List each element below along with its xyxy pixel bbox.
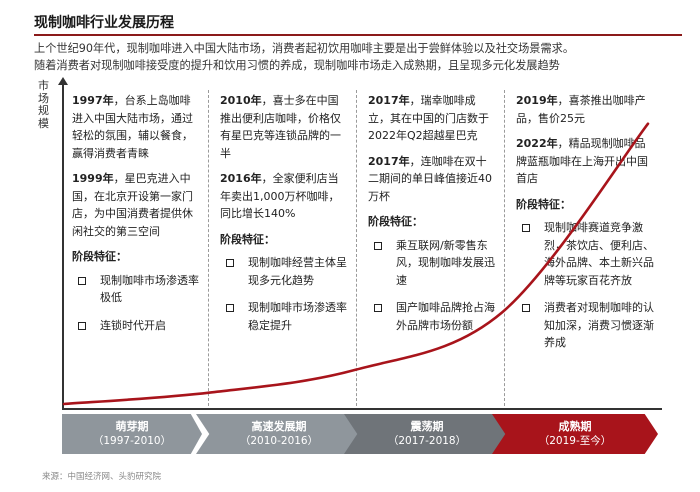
event-item: 2010年，喜士多在中国推出便利店咖啡，价格仅有星巴克等连锁品牌的一半: [220, 92, 348, 162]
event-year: 2010年: [220, 94, 262, 107]
intro-text: 上个世纪90年代，现制咖啡进入中国大陆市场，消费者起初饮用咖啡主要是出于尝鲜体验…: [34, 40, 694, 74]
phase-name: 成熟期: [558, 420, 592, 433]
y-axis-label: 市场规模: [38, 79, 49, 130]
feature-list: 乘互联网/新零售东风，现制咖啡发展迅速 国产咖啡品牌抢占海外品牌市场份额: [368, 237, 496, 335]
stage-column-4: 2019年，喜茶推出咖啡产品，售价25元 2022年，精品现制咖啡品牌蓝瓶咖啡在…: [516, 92, 656, 362]
event-item: 2019年，喜茶推出咖啡产品，售价25元: [516, 92, 656, 127]
stage-divider-3: [504, 90, 505, 406]
source-note: 来源：中国经济网、头豹研究院: [42, 472, 162, 482]
event-item: 2022年，精品现制咖啡品牌蓝瓶咖啡在上海开出中国首店: [516, 135, 656, 188]
stage-column-1: 1997年，台系上岛咖啡进入中国大陆市场，通过轻松的氛围，辅以餐食，赢得消费者青…: [72, 92, 200, 344]
phase-range: （2019-至今）: [538, 435, 612, 447]
y-axis: [58, 77, 68, 410]
feature-item: 现制咖啡市场渗透率稳定提升: [220, 299, 348, 334]
feature-title: 阶段特征：: [72, 250, 127, 263]
feature-item: 现制咖啡市场渗透率极低: [72, 272, 200, 307]
event-item: 1999年，星巴克进入中国，在北京开设第一家门店，为中国消费者提供休闲社交的第三…: [72, 170, 200, 240]
feature-item: 现制咖啡赛道竞争激烈，茶饮店、便利店、海外品牌、本土新兴品牌等玩家百花齐放: [516, 219, 656, 289]
phase-banner-4: 成熟期 （2019-至今）: [492, 414, 658, 454]
phase-range: （1997-2010）: [92, 435, 172, 447]
event-year: 1997年: [72, 94, 114, 107]
event-item: 1997年，台系上岛咖啡进入中国大陆市场，通过轻松的氛围，辅以餐食，赢得消费者青…: [72, 92, 200, 162]
phase-name: 震荡期: [410, 420, 444, 433]
event-item: 2017年，瑞幸咖啡成立，其在中国的门店数于2022年Q2超越星巴克: [368, 92, 496, 145]
event-year: 2016年: [220, 172, 262, 185]
intro-line-1: 上个世纪90年代，现制咖啡进入中国大陆市场，消费者起初饮用咖啡主要是出于尝鲜体验…: [34, 42, 575, 55]
x-axis: [62, 408, 662, 410]
feature-item: 连锁时代开启: [72, 317, 200, 335]
event-year: 2019年: [516, 94, 558, 107]
event-year: 2017年: [368, 154, 410, 168]
feature-title: 阶段特征：: [516, 197, 571, 211]
feature-list: 现制咖啡经营主体呈现多元化趋势 现制咖啡市场渗透率稳定提升: [220, 254, 348, 334]
feature-title: 阶段特征：: [368, 215, 423, 228]
event-item: 2016年，全家便利店当年卖出1,000万杯咖啡，同比增长140%: [220, 170, 348, 223]
phase-banner-3: 震荡期 （2017-2018）: [344, 414, 510, 454]
event-year: 2022年: [516, 137, 558, 150]
phase-banner-1: 萌芽期 （1997-2010）: [62, 414, 202, 454]
phase-range: （2017-2018）: [387, 435, 467, 447]
stage-column-3: 2017年，瑞幸咖啡成立，其在中国的门店数于2022年Q2超越星巴克 2017年…: [368, 92, 496, 344]
event-year: 2017年: [368, 94, 410, 107]
feature-list: 现制咖啡赛道竞争激烈，茶饮店、便利店、海外品牌、本土新兴品牌等玩家百花齐放 消费…: [516, 219, 656, 352]
stage-divider-2: [356, 90, 357, 406]
feature-item: 国产咖啡品牌抢占海外品牌市场份额: [368, 299, 496, 334]
stage-column-2: 2010年，喜士多在中国推出便利店咖啡，价格仅有星巴克等连锁品牌的一半 2016…: [220, 92, 348, 344]
title-rule: [34, 34, 682, 36]
page-title: 现制咖啡行业发展历程: [34, 15, 174, 31]
feature-title: 阶段特征：: [220, 232, 275, 246]
feature-list: 现制咖啡市场渗透率极低 连锁时代开启: [72, 272, 200, 335]
phase-range: （2010-2016）: [239, 435, 319, 447]
event-item: 2017年，连咖啡在双十二期间的单日峰值接近40万杯: [368, 153, 496, 206]
stage-divider-1: [208, 90, 209, 406]
feature-item: 乘互联网/新零售东风，现制咖啡发展迅速: [368, 237, 496, 290]
feature-item: 消费者对现制咖啡的认知加深，消费习惯逐渐养成: [516, 299, 656, 352]
feature-item: 现制咖啡经营主体呈现多元化趋势: [220, 254, 348, 289]
phase-name: 萌芽期: [115, 420, 149, 433]
event-year: 1999年: [72, 172, 114, 185]
event-text: ，喜茶推出咖啡产品，售价25元: [516, 94, 646, 125]
intro-line-2: 随着消费者对现制咖啡接受度的提升和饮用习惯的养成，现制咖啡市场走入成熟期，且呈现…: [34, 59, 560, 72]
phase-banner-2: 高速发展期 （2010-2016）: [196, 414, 362, 454]
phase-name: 高速发展期: [251, 420, 307, 433]
